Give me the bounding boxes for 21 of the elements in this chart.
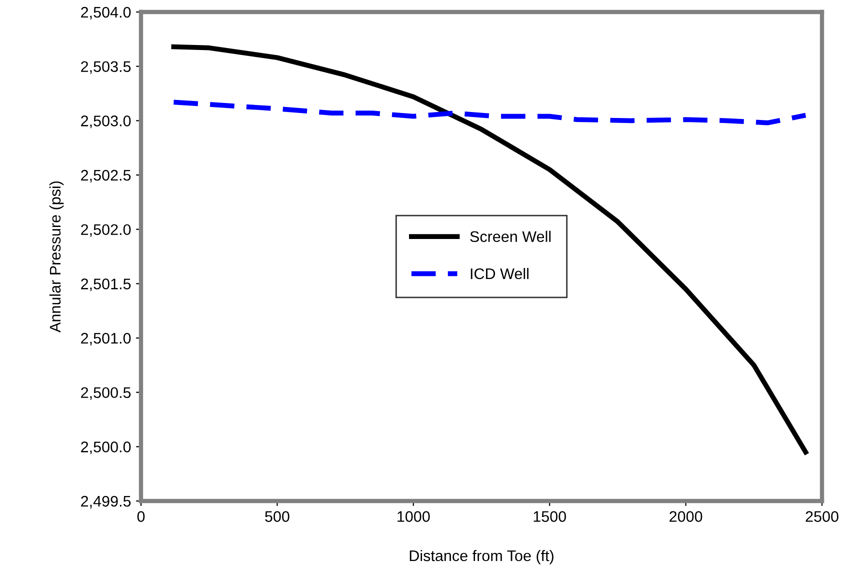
y-tick-label: 2,501.5 <box>81 278 131 292</box>
x-tick-label: 0 <box>137 511 145 522</box>
y-tick-label: 2,500.0 <box>81 442 131 454</box>
x-tick-label: 2500 <box>806 511 838 522</box>
y-tick-label: 2,503.0 <box>81 116 131 128</box>
y-tick-label: 2,502.5 <box>81 170 131 182</box>
legend-label: ICD Well <box>470 268 528 280</box>
line-series <box>171 44 808 455</box>
y-tick-label: 2,502.0 <box>81 224 131 237</box>
y-tick-label: 2,500.5 <box>81 387 131 400</box>
x-tick-label: 2000 <box>670 511 702 522</box>
y-tick-label: 2,501.0 <box>81 332 131 346</box>
y-tick-label: 2,503.5 <box>81 61 131 74</box>
y-tick-label: 2,499.5 <box>81 496 131 508</box>
y-axis-title: Annular Pressure (psi) <box>49 181 64 332</box>
y-tick-label: 2,504.0 <box>81 6 131 20</box>
x-tick-label: 500 <box>265 511 290 522</box>
x-tick-label: 1000 <box>398 511 430 522</box>
legend-label: Screen Well <box>470 230 551 242</box>
x-tick-label: 1500 <box>534 511 566 522</box>
x-axis-title: Distance from Toe (ft) <box>410 550 554 564</box>
